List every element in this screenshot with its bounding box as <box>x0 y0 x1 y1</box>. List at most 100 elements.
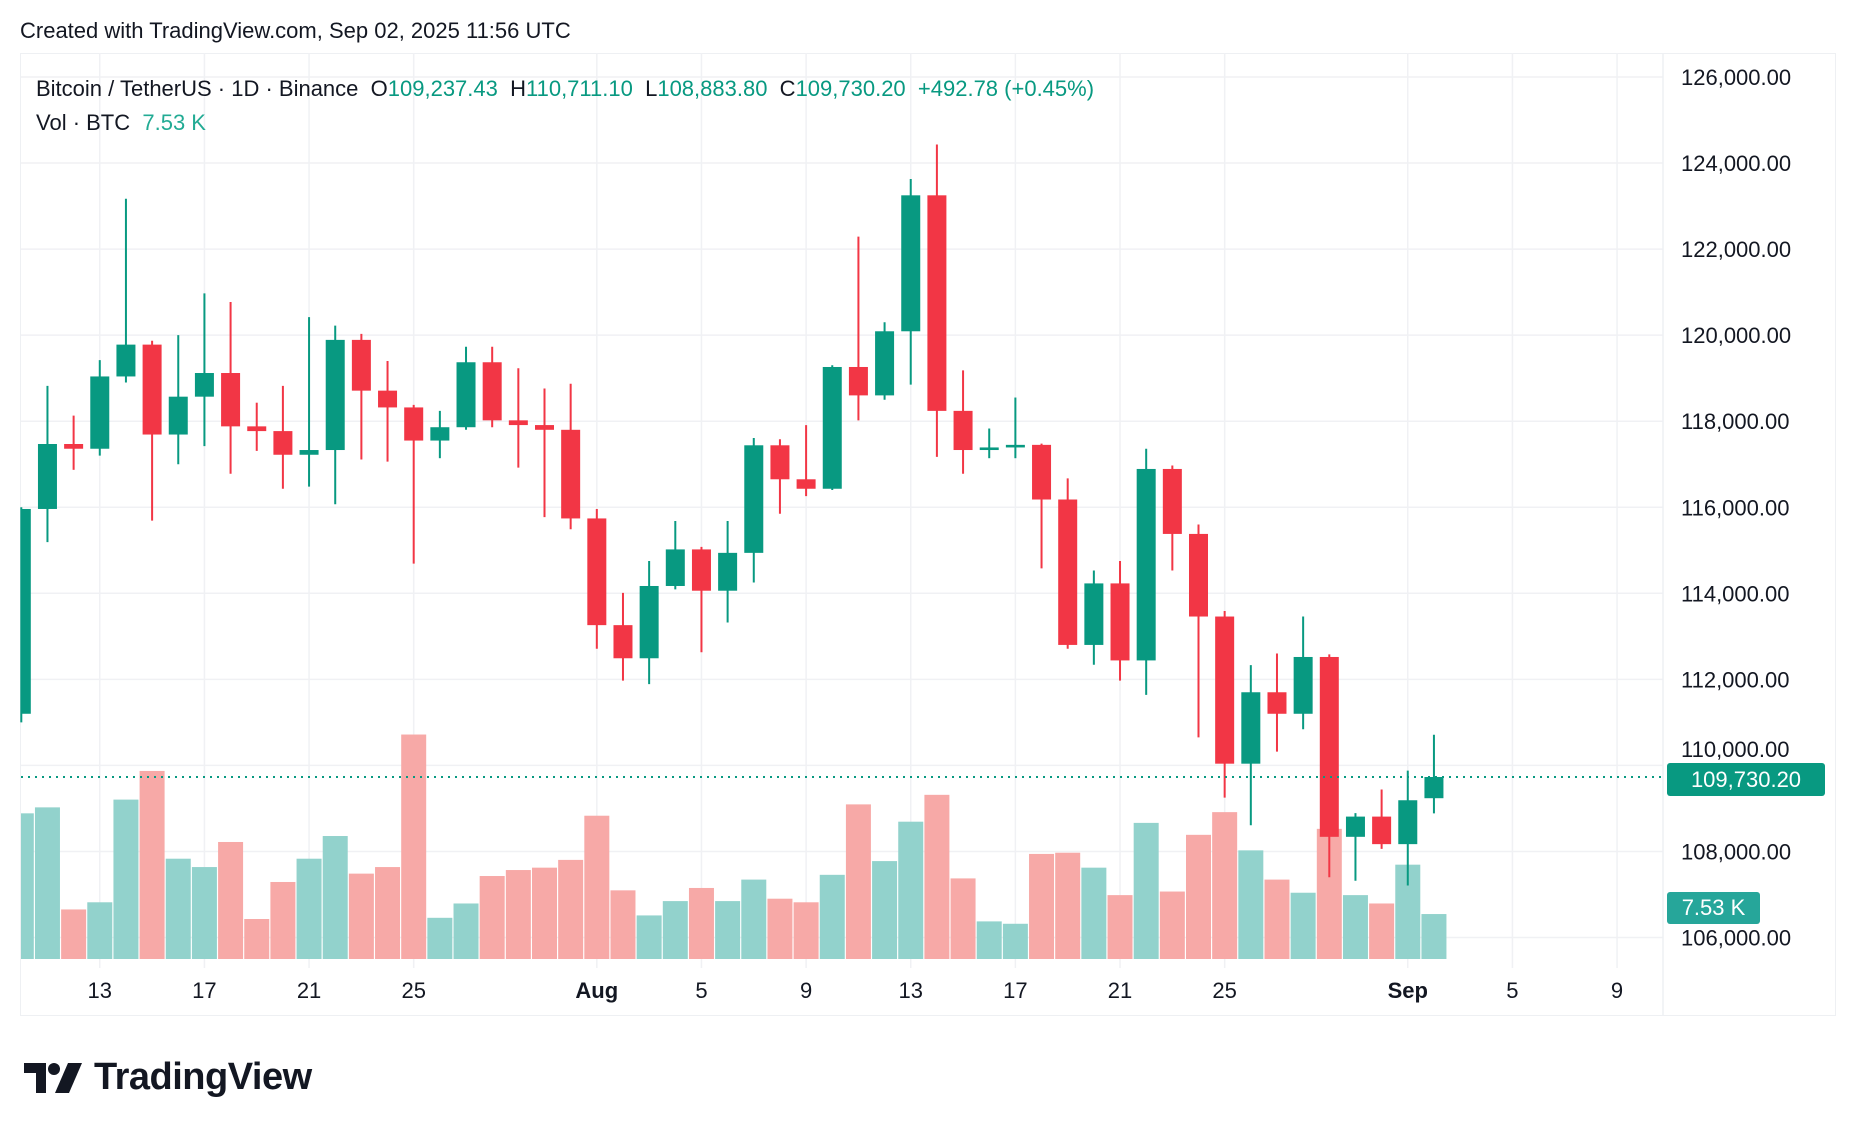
candle <box>325 325 345 505</box>
price-tick-label: 122,000.00 <box>1681 237 1791 262</box>
candle-body <box>404 407 424 441</box>
candle-body <box>639 585 659 659</box>
volume-bar <box>453 903 479 959</box>
volume-bars <box>21 734 1447 959</box>
volume-bar <box>845 804 871 959</box>
candle <box>221 302 241 474</box>
volume-bar <box>113 799 139 959</box>
candle-body <box>665 549 685 586</box>
price-tick-label: 112,000.00 <box>1681 667 1789 692</box>
candle-body <box>1110 583 1130 661</box>
volume-value: 7.53 K <box>142 110 206 135</box>
candle <box>535 388 554 518</box>
candle-body <box>1058 499 1078 645</box>
candles <box>20 144 1444 886</box>
tradingview-logo[interactable]: TradingView <box>24 1056 312 1099</box>
candle <box>20 507 31 723</box>
volume-bar <box>21 813 34 959</box>
candle-body <box>378 390 398 408</box>
candle <box>1345 813 1365 881</box>
candle <box>613 592 633 681</box>
candle-body <box>1084 583 1104 645</box>
symbol-title[interactable]: Bitcoin / TetherUS · 1D · Binance <box>36 76 359 101</box>
volume-bar <box>139 770 165 959</box>
volume-bar <box>767 898 793 959</box>
time-tick-label: Sep <box>1388 978 1428 1003</box>
candle <box>1058 478 1078 649</box>
candle-body <box>1215 616 1235 764</box>
price-axis: 126,000.00 124,000.00 122,000.00 120,000.00… <box>1681 65 1791 951</box>
price-tick-label: 120,000.00 <box>1681 323 1791 348</box>
volume-bar <box>715 901 741 959</box>
volume-bar <box>61 909 87 959</box>
time-tick-label: 9 <box>800 978 812 1003</box>
volume-bar <box>976 921 1002 959</box>
volume-bar <box>1159 891 1185 959</box>
candle-body <box>875 331 895 396</box>
candle-body <box>901 195 921 332</box>
volume-bar <box>401 734 427 959</box>
candle <box>901 178 921 385</box>
volume-bar <box>662 901 688 959</box>
candle <box>587 508 607 649</box>
candle <box>1241 665 1261 826</box>
volume-bar <box>479 876 505 959</box>
price-tick-label: 108,000.00 <box>1681 839 1791 864</box>
candle-body <box>1424 777 1444 799</box>
grid <box>21 53 1664 1016</box>
volume-bar <box>270 881 296 959</box>
price-tick-label: 110,000.00 <box>1681 737 1789 762</box>
candle-body <box>848 366 868 396</box>
candle <box>351 333 371 460</box>
candle <box>194 293 214 447</box>
volume-bar <box>296 858 322 959</box>
volume-bar <box>322 836 348 959</box>
candle-body <box>1293 656 1313 714</box>
candle <box>404 404 424 564</box>
candle <box>508 368 528 468</box>
candle-body <box>1241 692 1261 764</box>
candle-body <box>691 549 711 591</box>
volume-bar <box>1029 853 1055 959</box>
candle <box>796 425 816 497</box>
candle-body <box>1398 800 1418 845</box>
low-value: 108,883.80 <box>657 76 768 101</box>
volume-bar <box>427 917 453 959</box>
candle <box>1398 770 1418 886</box>
candle <box>90 360 110 456</box>
volume-bar <box>793 902 819 959</box>
candle-body <box>1032 444 1052 500</box>
candle-body <box>64 444 84 449</box>
candle <box>168 335 188 465</box>
price-tick-label: 114,000.00 <box>1681 581 1789 606</box>
candle-body <box>1319 656 1339 837</box>
volume-legend-row: Vol · BTC 7.53 K <box>36 106 1094 140</box>
legend: Bitcoin / TetherUS · 1D · Binance O109,2… <box>36 72 1094 140</box>
candle-body <box>37 444 57 509</box>
candle <box>744 437 764 583</box>
candle <box>1032 443 1052 569</box>
candle <box>1162 465 1182 571</box>
volume-bar <box>584 815 610 959</box>
candle <box>1267 653 1287 752</box>
volume-bar <box>950 878 976 959</box>
close-label: C <box>779 76 796 101</box>
candle-body <box>508 420 528 426</box>
candle-body <box>1372 816 1392 845</box>
volume-bar <box>505 870 531 959</box>
candle <box>665 521 685 590</box>
price-tick-label: 126,000.00 <box>1681 65 1791 90</box>
candle-body <box>587 518 607 626</box>
high-label: H <box>510 76 526 101</box>
change-value: +492.78 (+0.45%) <box>917 76 1095 101</box>
open-label: O <box>370 76 388 101</box>
volume-bar <box>924 794 950 959</box>
candle <box>1215 610 1235 798</box>
volume-label: Vol · BTC <box>36 110 131 135</box>
time-tick-label: 13 <box>88 978 112 1003</box>
volume-bar <box>1133 822 1159 959</box>
volume-bar <box>872 861 898 959</box>
time-tick-label: 25 <box>1212 978 1236 1003</box>
candle-body <box>535 425 554 430</box>
